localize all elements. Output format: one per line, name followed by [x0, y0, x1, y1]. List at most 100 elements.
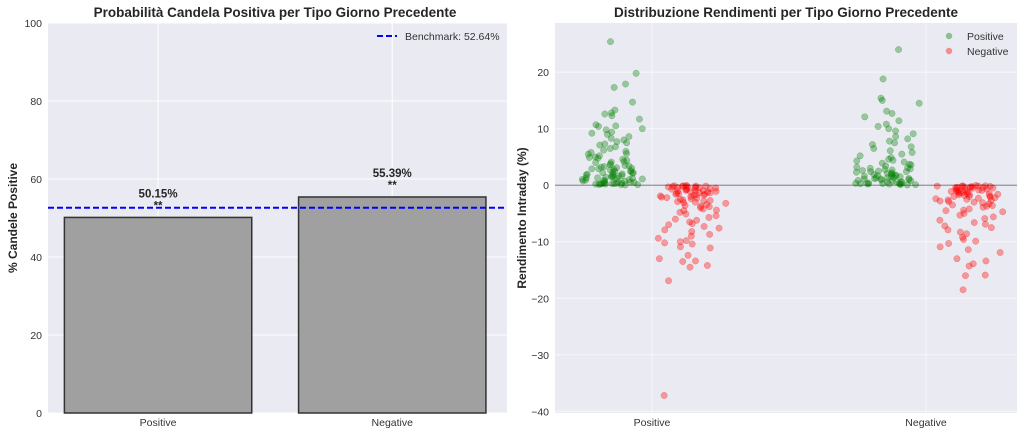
point-positive — [872, 174, 880, 182]
point-positive — [892, 133, 900, 141]
point-positive — [627, 167, 635, 174]
point-positive — [912, 181, 919, 189]
point-negative — [687, 232, 695, 240]
point-positive — [865, 179, 873, 187]
point-positive — [915, 99, 923, 107]
point-positive — [582, 171, 590, 179]
point-positive — [611, 167, 619, 175]
y-tick-label: 80 — [30, 96, 42, 108]
point-negative — [965, 205, 973, 213]
point-positive — [906, 165, 914, 173]
point-positive — [606, 161, 614, 169]
y-tick-label: 0 — [36, 408, 42, 420]
x-tick-label: Negative — [372, 417, 414, 429]
point-positive — [594, 174, 602, 182]
point-positive — [597, 163, 605, 171]
point-negative — [683, 182, 691, 189]
point-positive — [601, 177, 609, 185]
point-positive — [592, 180, 600, 188]
point-positive — [600, 146, 608, 154]
point-positive — [903, 181, 911, 189]
point-negative — [688, 228, 696, 236]
point-negative — [960, 188, 968, 196]
point-positive — [861, 113, 869, 121]
point-positive — [595, 122, 602, 130]
point-positive — [607, 172, 615, 180]
significance-label: ** — [388, 180, 397, 192]
point-positive — [596, 141, 604, 149]
point-positive — [610, 173, 617, 181]
point-negative — [979, 199, 987, 207]
point-positive — [868, 141, 876, 148]
point-positive — [623, 139, 631, 147]
point-negative — [986, 182, 994, 190]
point-positive — [877, 175, 885, 183]
point-positive — [622, 147, 630, 155]
point-negative — [702, 182, 710, 190]
point-negative — [692, 183, 700, 191]
y-axis-label: Rendimento Intraday (%) — [515, 147, 529, 288]
point-negative — [987, 224, 995, 232]
point-negative — [693, 216, 701, 224]
point-negative — [665, 277, 673, 285]
point-negative — [682, 182, 690, 190]
point-negative — [956, 189, 964, 197]
legend-negative-label: Negative — [967, 46, 1009, 58]
point-negative — [968, 184, 976, 192]
point-positive — [887, 154, 895, 161]
point-positive — [853, 157, 861, 165]
point-negative — [665, 221, 673, 229]
point-positive — [867, 168, 875, 176]
point-negative — [987, 197, 995, 204]
point-positive — [885, 125, 893, 133]
point-negative — [673, 189, 681, 197]
point-positive — [852, 179, 860, 187]
point-negative — [688, 240, 696, 248]
point-positive — [877, 94, 885, 102]
point-positive — [893, 178, 901, 186]
point-positive — [906, 160, 913, 168]
point-negative — [983, 202, 991, 210]
point-positive — [602, 126, 610, 134]
point-positive — [883, 174, 891, 182]
y-tick-label: 10 — [537, 124, 549, 136]
point-positive — [892, 171, 899, 179]
point-negative — [668, 185, 676, 193]
point-negative — [654, 234, 662, 242]
point-positive — [600, 179, 608, 187]
point-positive — [904, 135, 912, 143]
point-positive — [892, 172, 900, 180]
y-tick-label: 40 — [30, 252, 42, 264]
point-positive — [584, 150, 592, 158]
data-label: 55.39% — [373, 168, 412, 180]
point-positive — [611, 106, 619, 114]
point-negative — [706, 197, 714, 204]
point-positive — [859, 167, 867, 174]
point-positive — [888, 169, 896, 177]
plot-area — [555, 23, 1017, 413]
point-negative — [686, 218, 694, 226]
legend-positive-label: Positive — [967, 31, 1004, 43]
point-negative — [676, 238, 684, 246]
point-positive — [608, 109, 615, 117]
point-negative — [952, 184, 960, 191]
point-positive — [897, 180, 905, 188]
point-negative — [674, 184, 681, 191]
point-negative — [678, 182, 686, 190]
scatter-chart: −40 −30 −20 −10 0 10 20 Positive Negative Distri… — [515, 5, 1017, 429]
point-positive — [638, 125, 646, 133]
point-positive — [608, 173, 616, 181]
point-positive — [595, 152, 603, 160]
point-negative — [660, 392, 668, 399]
point-positive — [860, 172, 868, 180]
point-positive — [601, 110, 609, 118]
point-negative — [960, 183, 968, 191]
legend: Positive Negative — [945, 31, 1009, 58]
point-positive — [625, 162, 633, 170]
point-positive — [594, 154, 602, 162]
point-positive — [623, 150, 630, 158]
y-tick-label: −30 — [531, 350, 549, 362]
point-negative — [949, 201, 956, 209]
point-positive — [879, 180, 887, 187]
point-negative — [676, 208, 684, 216]
